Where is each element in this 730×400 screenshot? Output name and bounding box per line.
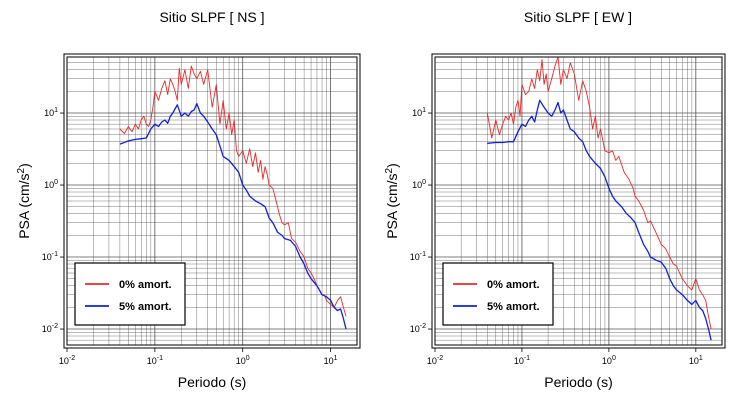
y-tick-label: 101: [412, 107, 426, 118]
legend-label-undamped: 0% amort.: [487, 279, 540, 291]
y-tick-exponent: 0: [422, 179, 426, 186]
x-tick-base: 10: [427, 356, 437, 366]
x-tick-base: 10: [147, 356, 157, 366]
y-tick-exponent: -2: [52, 323, 58, 330]
x-axis-label: Periodo (s): [544, 374, 612, 390]
plot-frame: [66, 56, 358, 346]
x-tick-base: 10: [236, 356, 246, 366]
y-tick-label: 100: [44, 179, 58, 190]
chart-title: Sitio SLPF [ NS ]: [159, 9, 264, 25]
x-tick-base: 10: [514, 356, 524, 366]
x-tick-exponent: 1: [334, 355, 338, 362]
chart-panel-1: Sitio SLPF [ NS ]10-2 10-1 100 10110-210-11…: [16, 9, 361, 390]
x-tick-base: 10: [689, 356, 699, 366]
y-tick-label: 10-1: [410, 251, 426, 262]
plot-frame: [434, 56, 723, 346]
y-axis-label-exponent: 2: [16, 167, 27, 173]
y-axis-label-exponent: 2: [384, 167, 395, 173]
legend-label-undamped: 0% amort.: [119, 279, 172, 291]
y-axis-label: PSA (cm/s2): [16, 163, 32, 239]
series-line-undamped: [486, 56, 712, 330]
x-tick-label: 10-2: [427, 355, 443, 366]
x-tick-label: 10-1: [147, 355, 163, 366]
x-tick-exponent: -2: [69, 355, 75, 362]
x-tick-label: 101: [324, 355, 338, 366]
x-tick-base: 10: [59, 356, 69, 366]
x-tick-exponent: -1: [524, 355, 530, 362]
y-tick-base: 10: [42, 252, 52, 262]
y-tick-exponent: 1: [54, 107, 58, 114]
x-tick-exponent: -2: [437, 355, 443, 362]
y-tick-exponent: 1: [422, 107, 426, 114]
chart-panel-2: Sitio SLPF [ EW ]10-2 10-1 100 10110-210-11…: [384, 9, 726, 390]
y-tick-base: 10: [412, 180, 422, 190]
x-tick-exponent: -1: [157, 355, 163, 362]
y-axis-label-base: PSA (cm/s: [384, 173, 400, 238]
y-axis-label-close: ): [16, 163, 32, 168]
x-tick-label: 10-2: [59, 355, 75, 366]
x-tick-exponent: 0: [246, 355, 250, 362]
y-tick-exponent: 0: [54, 179, 58, 186]
legend-label-damped: 5% amort.: [487, 301, 540, 313]
plot-frame-outer: [431, 53, 726, 349]
x-axis-label: Periodo (s): [178, 374, 246, 390]
x-tick-label: 10-1: [514, 355, 530, 366]
y-tick-label: 10-1: [42, 251, 58, 262]
y-axis-label-close: ): [384, 163, 400, 168]
legend-label-damped: 5% amort.: [119, 301, 172, 313]
legend: 0% amort. 5% amort.: [74, 262, 186, 326]
x-tick-base: 10: [324, 356, 334, 366]
y-tick-exponent: -1: [420, 251, 426, 258]
x-tick-exponent: 0: [612, 355, 616, 362]
y-tick-base: 10: [44, 180, 54, 190]
y-tick-base: 10: [410, 252, 420, 262]
series-line-undamped: [119, 65, 347, 317]
x-tick-label: 100: [602, 355, 616, 366]
y-tick-base: 10: [42, 324, 52, 334]
chart-title: Sitio SLPF [ EW ]: [524, 9, 632, 25]
y-axis-label-base: PSA (cm/s: [16, 173, 32, 238]
y-tick-exponent: -1: [52, 251, 58, 258]
x-tick-base: 10: [602, 356, 612, 366]
legend-box: [442, 262, 554, 326]
y-tick-base: 10: [412, 108, 422, 118]
x-tick-label: 100: [236, 355, 250, 366]
y-tick-label: 101: [44, 107, 58, 118]
y-tick-exponent: -2: [420, 323, 426, 330]
legend-box: [74, 262, 186, 326]
y-axis-label: PSA (cm/s2): [384, 163, 400, 239]
y-tick-base: 10: [44, 108, 54, 118]
x-tick-label: 101: [689, 355, 703, 366]
legend: 0% amort. 5% amort.: [442, 262, 554, 326]
y-tick-label: 100: [412, 179, 426, 190]
series-line-damped: [487, 99, 712, 341]
plot-frame-outer: [63, 53, 361, 349]
y-tick-label: 10-2: [410, 323, 426, 334]
series-line-damped: [119, 102, 347, 330]
x-tick-exponent: 1: [699, 355, 703, 362]
y-tick-label: 10-2: [42, 323, 58, 334]
y-tick-base: 10: [410, 324, 420, 334]
